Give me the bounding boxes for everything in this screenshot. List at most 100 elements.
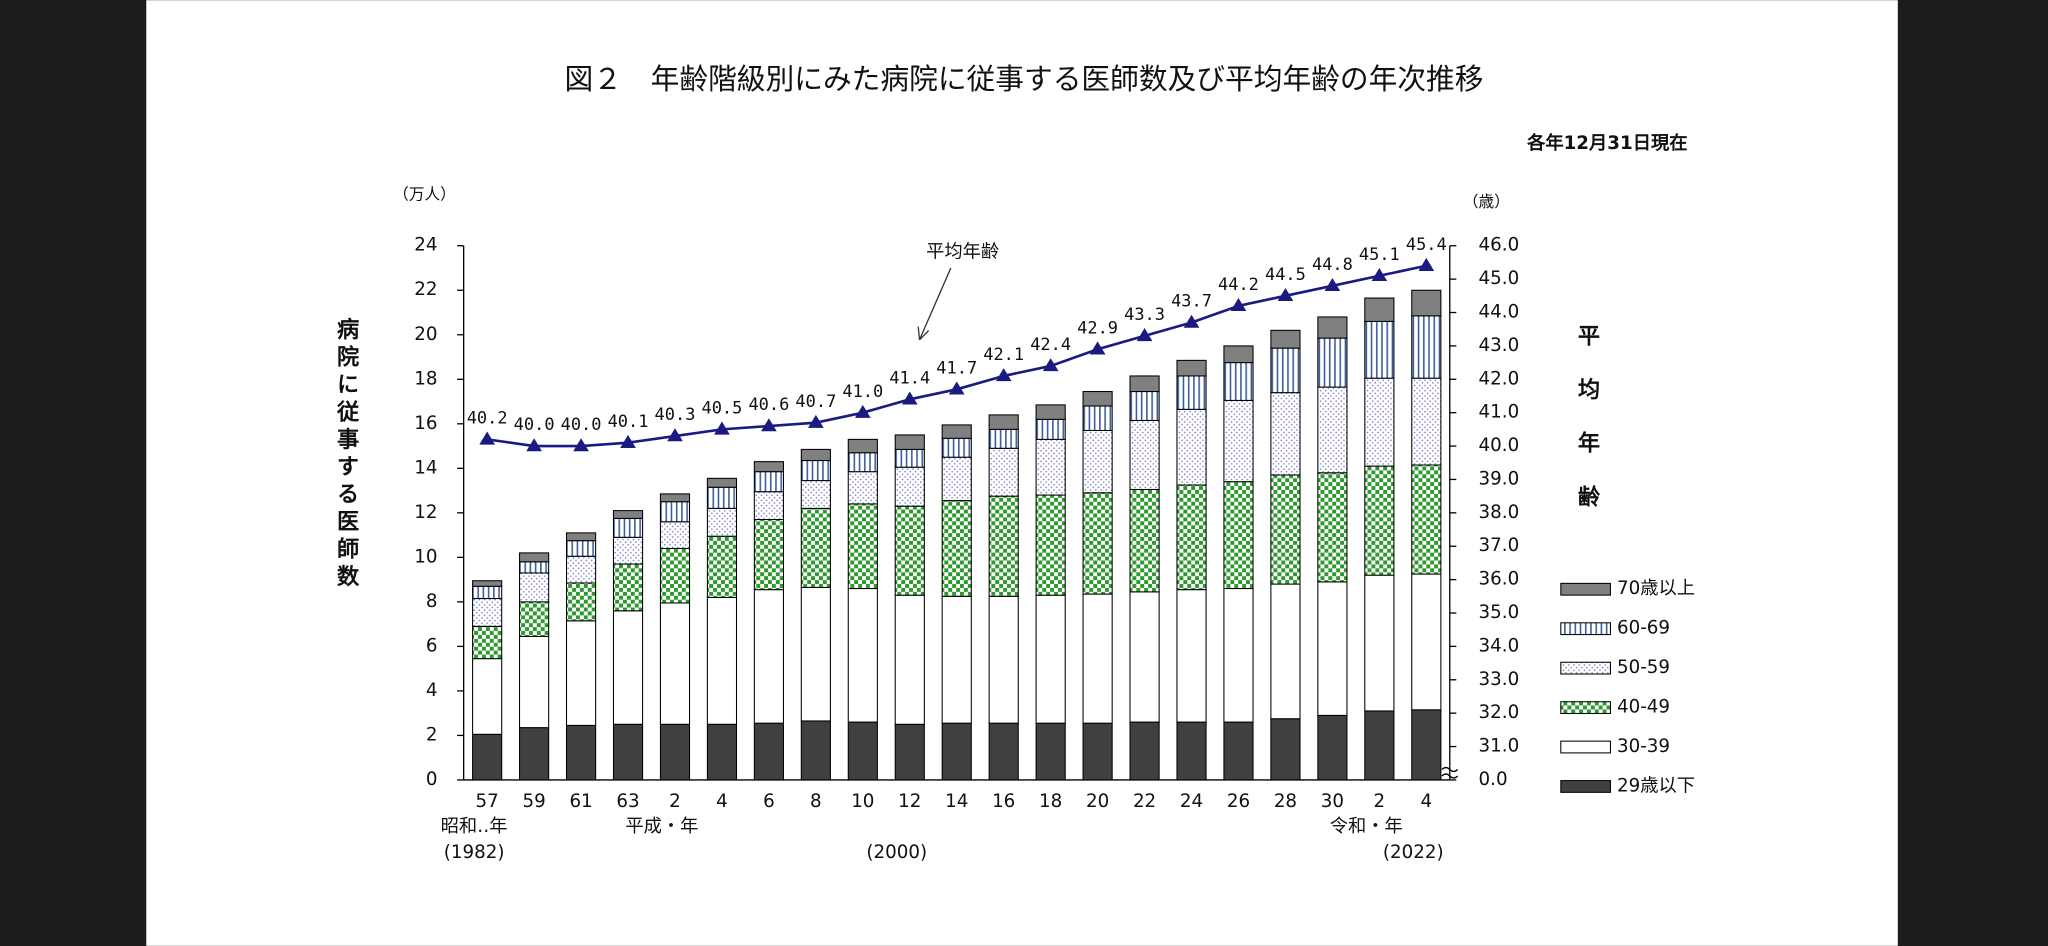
bar-segment xyxy=(612,610,644,725)
x-tick-label: 18 xyxy=(1039,791,1062,812)
bar-segment xyxy=(1317,337,1348,388)
legend-swatch xyxy=(1560,701,1611,714)
y2-tick-label: 43.0 xyxy=(1479,335,1520,356)
y-axis-label: 病院に従事する医師数 xyxy=(333,316,360,592)
y2-tick-label: 45.0 xyxy=(1479,268,1520,289)
data-label: 43.3 xyxy=(1124,305,1165,325)
bar-segment xyxy=(1270,329,1301,349)
line-marker xyxy=(1230,297,1247,312)
legend-label: 40-49 xyxy=(1617,697,1670,718)
data-label: 44.5 xyxy=(1265,265,1306,285)
data-label: 40.1 xyxy=(608,412,649,432)
bar-segment xyxy=(706,477,738,488)
bar-segment xyxy=(1364,320,1395,379)
bar-segment xyxy=(659,547,691,604)
bar-segment xyxy=(847,721,878,781)
bar-segment xyxy=(1411,464,1442,575)
x-tick-label: 20 xyxy=(1086,791,1109,812)
bar-segment xyxy=(800,586,831,722)
line-marker xyxy=(667,428,683,442)
data-label: 44.8 xyxy=(1312,255,1353,275)
bar-segment xyxy=(1411,573,1442,711)
bar-segment xyxy=(1082,492,1113,595)
y2-tick-label: 32.0 xyxy=(1479,702,1520,723)
line-marker xyxy=(808,414,824,428)
bar-segment xyxy=(706,596,738,725)
legend-swatch xyxy=(1560,582,1611,596)
y2-tick-label: 40.0 xyxy=(1479,435,1520,456)
bar-segment xyxy=(1270,474,1301,585)
y-tick-label: 10 xyxy=(414,546,437,567)
y2-tick-label: 0.0 xyxy=(1479,769,1508,790)
bar-segment xyxy=(565,724,597,781)
bar-segment xyxy=(1035,438,1066,496)
bar-segment xyxy=(1035,722,1066,781)
x-tick-label: 30 xyxy=(1321,791,1344,812)
bar-segment xyxy=(1129,419,1160,490)
bar-segment xyxy=(894,434,925,450)
bar-segment xyxy=(659,501,691,523)
line-marker xyxy=(1042,358,1059,372)
y2-tick-label: 42.0 xyxy=(1479,368,1520,389)
data-label: 42.4 xyxy=(1030,335,1071,355)
bar-segment xyxy=(1411,709,1442,781)
legend-swatch xyxy=(1560,780,1611,793)
bar-segment xyxy=(612,563,644,612)
bar-segment xyxy=(941,722,972,781)
bar-segment xyxy=(1270,347,1301,394)
bar-segment xyxy=(1364,710,1395,781)
bar-segment xyxy=(1035,404,1066,420)
bar-segment xyxy=(472,625,503,660)
bar-segment xyxy=(894,723,925,781)
x-tick-label: 2 xyxy=(669,791,681,812)
bar-segment xyxy=(1270,718,1301,781)
bar-segment xyxy=(1223,345,1254,364)
y-tick-label: 8 xyxy=(426,591,438,612)
annotation-arrow xyxy=(918,267,952,341)
y-tick-label: 18 xyxy=(414,368,437,389)
line-marker xyxy=(1324,277,1341,292)
year-label: (1982) xyxy=(444,842,505,863)
bar-segment xyxy=(800,507,831,588)
line-marker xyxy=(1418,257,1435,271)
x-tick-label: 10 xyxy=(851,791,874,812)
bar-segment xyxy=(1176,589,1207,723)
bar-segment xyxy=(1223,587,1254,723)
x-tick-label: 61 xyxy=(569,791,592,812)
x-tick-label: 14 xyxy=(945,791,968,812)
legend-label: 29歳以下 xyxy=(1617,775,1695,796)
bar-segment xyxy=(988,495,1019,597)
bar-segment xyxy=(941,437,972,458)
bar-segment xyxy=(1317,714,1348,781)
bar-segment xyxy=(472,585,503,600)
bar-segment xyxy=(1176,359,1207,377)
bar-segment xyxy=(565,532,597,542)
legend-swatch xyxy=(1560,661,1611,675)
y2-unit: （歳） xyxy=(1463,192,1510,211)
bar-segment xyxy=(1317,472,1348,583)
year-label: (2022) xyxy=(1383,842,1444,863)
bar-segment xyxy=(800,460,831,482)
y-tick-label: 0 xyxy=(426,769,438,790)
bar-segment xyxy=(1223,399,1254,483)
y2-tick-label: 46.0 xyxy=(1479,235,1520,256)
x-tick-label: 2 xyxy=(1374,791,1386,812)
x-tick-label: 16 xyxy=(992,791,1015,812)
y-tick-label: 4 xyxy=(426,680,438,701)
bar-segment xyxy=(565,555,597,584)
legend-label: 30-39 xyxy=(1617,736,1670,757)
y-tick-label: 12 xyxy=(414,502,437,523)
bar-segment xyxy=(847,503,878,590)
line-marker xyxy=(948,381,965,395)
bar-segment xyxy=(1411,289,1442,317)
bar-segment xyxy=(612,723,644,781)
bar-segment xyxy=(753,589,784,724)
legend-swatch xyxy=(1560,740,1611,754)
bar-segment xyxy=(847,452,878,473)
data-label: 40.0 xyxy=(561,415,602,435)
bar-segment xyxy=(519,572,550,603)
bar-segment xyxy=(941,456,972,502)
bar-segment xyxy=(612,510,644,519)
subtitle: 各年12月31日現在 xyxy=(1526,132,1687,154)
bar-segment xyxy=(1176,721,1207,781)
